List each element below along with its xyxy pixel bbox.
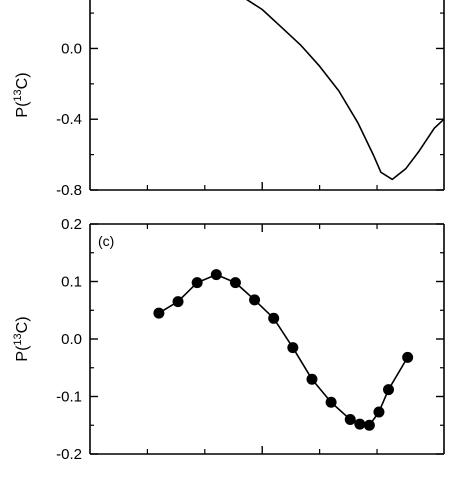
data-point [249,294,261,306]
data-point [229,277,241,289]
data-point [383,384,395,396]
y-axis-label-sup: 13 [12,89,24,101]
y-tick-label: 0.2 [61,216,82,233]
y-tick-label: -0.8 [56,182,82,199]
y-tick-label: 0.1 [61,274,82,291]
data-point [191,277,203,289]
data-point [344,414,356,425]
y-axis-label-prefix: P( [14,345,31,362]
y-tick-label: -0.4 [56,111,82,128]
y-tick-label: -0.2 [56,446,82,463]
series-line [245,0,445,181]
y-axis-label-suffix: C) [14,316,31,333]
y-axis-label: P(13C) [12,72,31,117]
y-axis-label-sup: 13 [12,333,24,345]
data-point [306,373,318,385]
y-tick-label: 0.0 [61,331,82,348]
data-point [354,418,366,430]
data-point [210,269,222,281]
data-point [402,351,414,363]
data-point [172,296,184,308]
data-point [287,342,299,354]
data-point [373,406,385,418]
series-line [158,273,409,427]
data-point [153,307,165,319]
y-axis-label-suffix: C) [14,72,31,89]
data-point [363,419,375,431]
panel-top: 0.40.0-0.4-0.8P(13C) [12,0,445,199]
data-point [268,312,280,324]
panel-label: (c) [98,233,114,249]
y-axis-label: P(13C) [12,316,31,361]
y-axis-label-prefix: P( [14,101,31,118]
data-point [325,396,337,408]
y-tick-label: -0.1 [56,389,82,406]
panel-c: 0.2 0.1 0.0 -0.1 -0.2 P(13C) (c) [12,216,445,463]
y-tick-label: 0.0 [61,40,82,57]
